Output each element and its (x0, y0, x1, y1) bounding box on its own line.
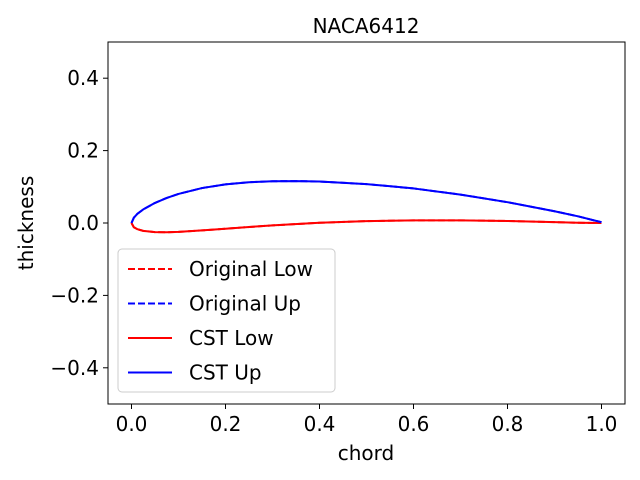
legend-label: CST Up (189, 361, 262, 385)
x-axis-ticks: 0.0 0.2 0.4 0.6 0.8 1.0 (116, 404, 618, 436)
y-tick-label: −0.4 (50, 356, 99, 380)
x-tick-label: 0.2 (210, 412, 242, 436)
y-tick-label: 0.4 (67, 66, 99, 90)
y-axis-ticks: −0.4 −0.2 0.0 0.2 0.4 (50, 66, 108, 380)
x-axis-label: chord (338, 441, 394, 465)
legend-label: Original Up (189, 292, 301, 316)
y-axis-label: thickness (14, 176, 38, 270)
legend: Original Low Original Up CST Low CST Up (117, 248, 336, 393)
y-tick-label: 0.0 (67, 211, 99, 235)
x-tick-label: 0.4 (304, 412, 336, 436)
series-line-3 (130, 219, 602, 234)
series-layer (130, 180, 602, 234)
series-line-4 (130, 180, 602, 224)
legend-label: CST Low (189, 326, 274, 350)
x-tick-label: 0.0 (116, 412, 148, 436)
x-tick-label: 0.6 (398, 412, 430, 436)
legend-box (117, 248, 336, 393)
x-tick-label: 0.8 (492, 412, 524, 436)
x-tick-label: 1.0 (586, 412, 618, 436)
y-tick-label: 0.2 (67, 139, 99, 163)
y-tick-label: −0.2 (50, 283, 99, 307)
chart-title: NACA6412 (313, 14, 420, 38)
legend-label: Original Low (189, 257, 313, 281)
